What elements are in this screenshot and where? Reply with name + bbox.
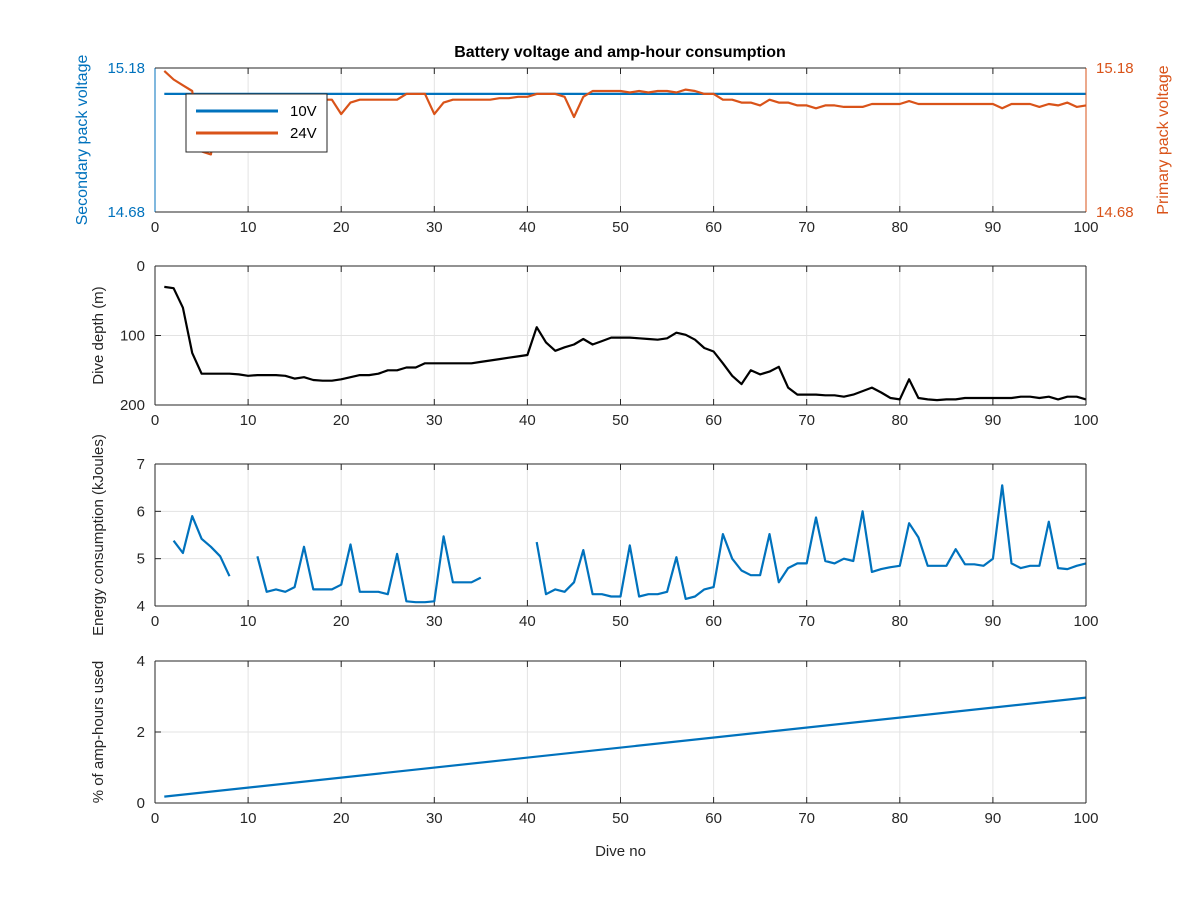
legend-box bbox=[185, 93, 328, 153]
x-tick-label: 10 bbox=[240, 810, 257, 827]
y-tick-label: 4 bbox=[137, 653, 145, 670]
x-tick-label: 90 bbox=[985, 412, 1002, 429]
y-tick-label: 100 bbox=[120, 328, 145, 345]
y-axis-label: Energy consumption (kJoules) bbox=[90, 434, 107, 636]
x-tick-label: 20 bbox=[333, 810, 350, 827]
x-tick-label: 90 bbox=[985, 219, 1002, 236]
y-tick-label: 5 bbox=[137, 551, 145, 568]
y-tick-label: 200 bbox=[120, 397, 145, 414]
y-tick-label: 7 bbox=[137, 456, 145, 473]
y-tick-label: 6 bbox=[137, 503, 145, 520]
y-axis-label: % of amp-hours used bbox=[90, 661, 107, 804]
x-tick-label: 60 bbox=[705, 412, 722, 429]
x-tick-label: 80 bbox=[891, 412, 908, 429]
x-tick-label: 70 bbox=[798, 810, 815, 827]
x-tick-label: 80 bbox=[891, 219, 908, 236]
y-axis-label: Secondary pack voltage bbox=[74, 55, 91, 226]
x-tick-label: 0 bbox=[151, 412, 159, 429]
y-tick-label: 0 bbox=[137, 795, 145, 812]
x-tick-label: 0 bbox=[151, 613, 159, 630]
x-tick-label: 60 bbox=[705, 613, 722, 630]
subplot-3: 0 10 20 30 40 50 60 70 80 90 100 4 5 6 7 Energy consump… bbox=[90, 434, 1099, 636]
x-tick-label: 10 bbox=[240, 219, 257, 236]
x-tick-label: 10 bbox=[240, 412, 257, 429]
x-tick-label: 100 bbox=[1073, 412, 1098, 429]
legend-entry: 10V bbox=[290, 103, 317, 120]
x-tick-label: 50 bbox=[612, 613, 629, 630]
subplot-1: 0 10 20 30 40 50 60 70 80 90 10014.6815.1814.6815.… bbox=[74, 55, 1172, 236]
x-tick-label: 60 bbox=[705, 810, 722, 827]
plots-container: 0 10 20 30 40 50 60 70 80 90 10014.6815.1814.6815.… bbox=[74, 55, 1172, 860]
y-axis-label: Dive depth (m) bbox=[90, 286, 107, 384]
y-tick-label: 14.68 bbox=[107, 204, 145, 221]
x-tick-label: 50 bbox=[612, 412, 629, 429]
x-tick-label: 20 bbox=[333, 613, 350, 630]
x-tick-label: 70 bbox=[798, 613, 815, 630]
subplot-2: 0 10 20 30 40 50 60 70 80 90 100 0 100 200 Dive depth … bbox=[90, 258, 1099, 429]
x-tick-label: 30 bbox=[426, 810, 443, 827]
y-right-tick-label: 14.68 bbox=[1096, 204, 1134, 221]
x-tick-label: 20 bbox=[333, 412, 350, 429]
x-tick-label: 100 bbox=[1073, 219, 1098, 236]
x-tick-label: 80 bbox=[891, 810, 908, 827]
subplot-4: 0 10 20 30 40 50 60 70 80 90 100 0 2 4 % of amp-hours … bbox=[90, 653, 1099, 860]
series-line-1 bbox=[164, 696, 1087, 798]
y-tick-label: 2 bbox=[137, 724, 145, 741]
x-tick-label: 70 bbox=[798, 412, 815, 429]
x-tick-label: 100 bbox=[1073, 810, 1098, 827]
x-tick-label: 40 bbox=[519, 810, 536, 827]
y-right-tick-label: 15.18 bbox=[1096, 60, 1134, 77]
series-line-1 bbox=[172, 484, 1087, 604]
x-tick-label: 40 bbox=[519, 219, 536, 236]
x-axis-label: Dive no bbox=[595, 843, 646, 860]
y-axis-right-label: Primary pack voltage bbox=[1155, 65, 1172, 214]
y-tick-label: 0 bbox=[137, 258, 145, 275]
x-tick-label: 40 bbox=[519, 412, 536, 429]
x-tick-label: 0 bbox=[151, 810, 159, 827]
x-tick-label: 100 bbox=[1073, 613, 1098, 630]
x-tick-label: 40 bbox=[519, 613, 536, 630]
x-tick-label: 30 bbox=[426, 412, 443, 429]
x-tick-label: 20 bbox=[333, 219, 350, 236]
x-tick-label: 0 bbox=[151, 219, 159, 236]
x-tick-label: 30 bbox=[426, 613, 443, 630]
y-tick-label: 4 bbox=[137, 598, 145, 615]
y-tick-label: 15.18 bbox=[107, 60, 145, 77]
chart-title: Battery voltage and amp-hour consumption bbox=[454, 44, 786, 61]
x-tick-label: 90 bbox=[985, 810, 1002, 827]
x-tick-label: 60 bbox=[705, 219, 722, 236]
x-tick-label: 30 bbox=[426, 219, 443, 236]
x-tick-label: 50 bbox=[612, 219, 629, 236]
x-tick-label: 50 bbox=[612, 810, 629, 827]
series-line-1 bbox=[164, 285, 1087, 402]
x-tick-label: 80 bbox=[891, 613, 908, 630]
x-tick-label: 90 bbox=[985, 613, 1002, 630]
x-tick-label: 10 bbox=[240, 613, 257, 630]
x-tick-label: 70 bbox=[798, 219, 815, 236]
legend-entry: 24V bbox=[290, 125, 317, 142]
